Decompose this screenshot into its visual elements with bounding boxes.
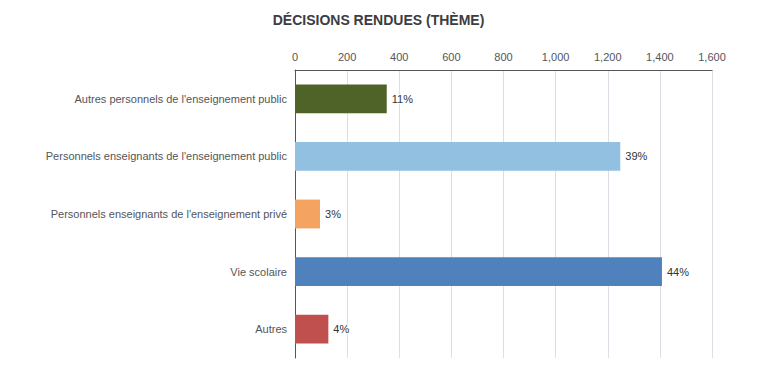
svg-text:Autres personnels de l'enseign: Autres personnels de l'enseignement publ… [75,93,288,105]
svg-text:0: 0 [292,51,298,63]
svg-text:1,400: 1,400 [646,51,674,63]
svg-text:Vie scolaire: Vie scolaire [230,266,287,278]
svg-text:39%: 39% [625,150,647,162]
svg-text:600: 600 [442,51,460,63]
svg-text:1,200: 1,200 [594,51,622,63]
svg-text:400: 400 [390,51,408,63]
svg-text:1,600: 1,600 [698,51,726,63]
svg-text:4%: 4% [333,323,349,335]
svg-text:3%: 3% [325,208,341,220]
svg-text:Autres: Autres [255,323,287,335]
svg-text:Personnels enseignants de l'en: Personnels enseignants de l'enseignement… [51,208,287,220]
svg-text:11%: 11% [392,93,413,105]
svg-text:800: 800 [494,51,512,63]
svg-text:DÉCISIONS RENDUES (THÈME): DÉCISIONS RENDUES (THÈME) [273,12,485,28]
svg-text:1,000: 1,000 [542,51,570,63]
svg-text:44%: 44% [667,266,689,278]
svg-text:200: 200 [338,51,356,63]
svg-text:Personnels enseignants de l'en: Personnels enseignants de l'enseignement… [46,150,288,162]
